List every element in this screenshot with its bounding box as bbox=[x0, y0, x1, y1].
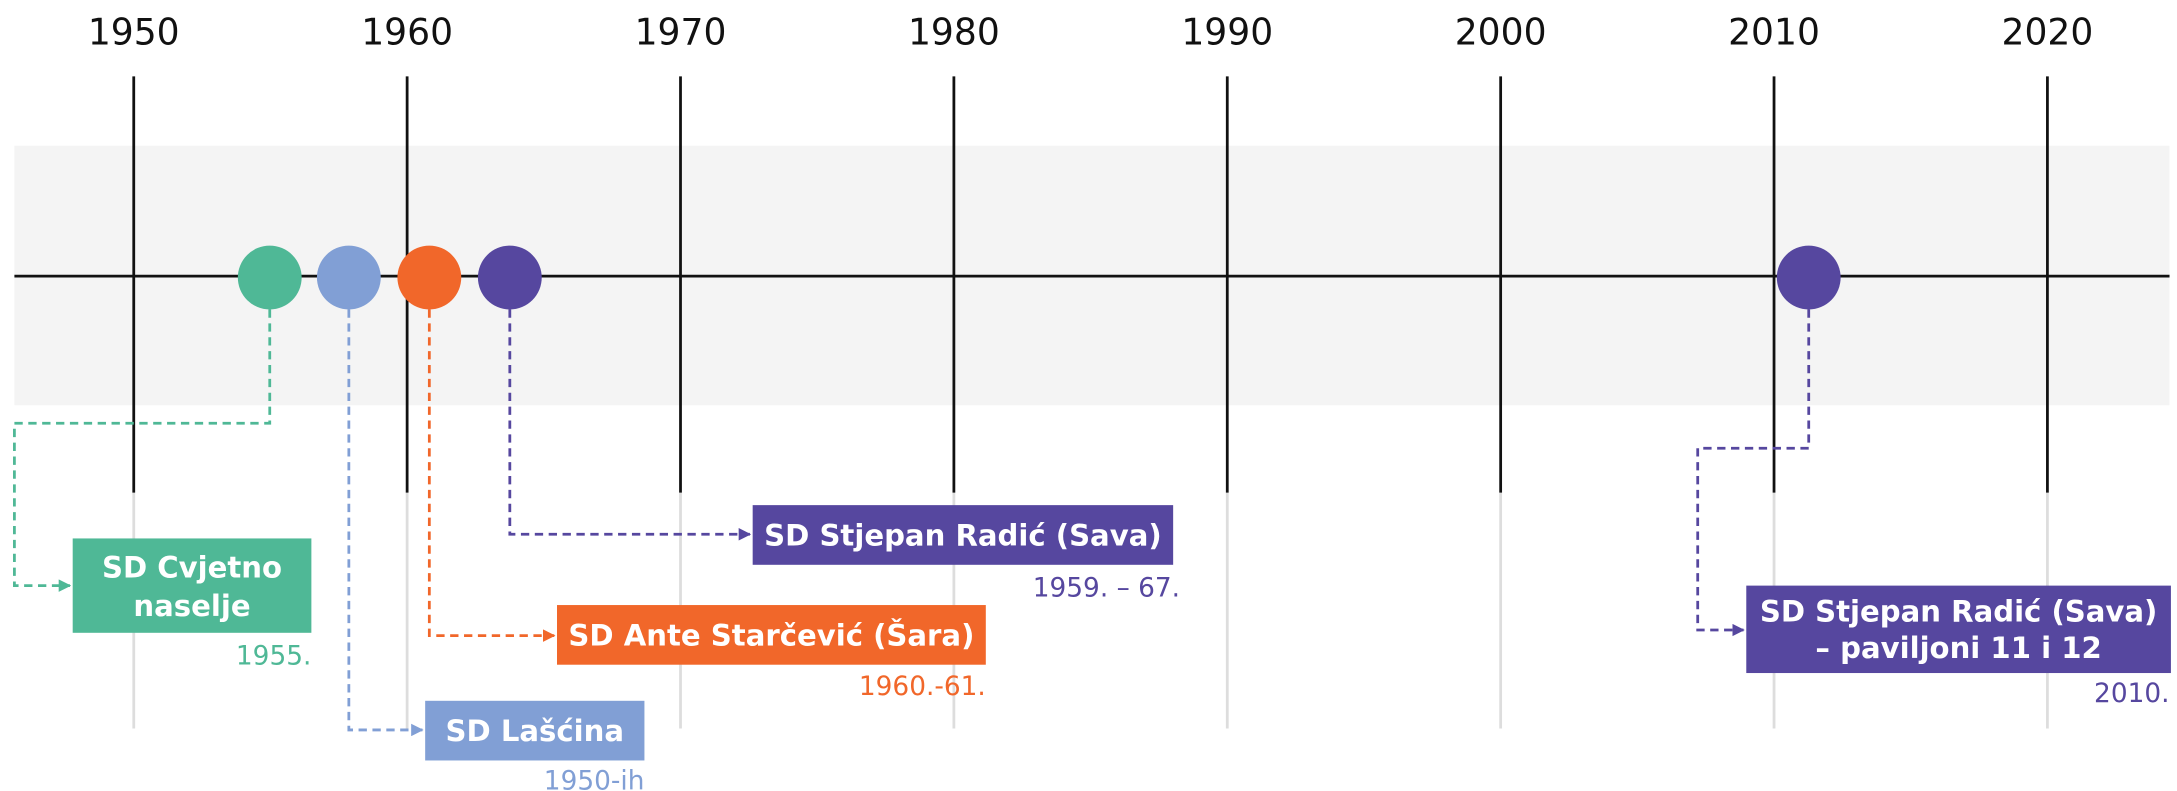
event-date: 1959. – 67. bbox=[1033, 574, 1180, 604]
event-date: 1955. bbox=[236, 642, 311, 672]
event-title: SD Stjepan Radić (Sava) bbox=[764, 518, 1162, 552]
tick-label: 2000 bbox=[1455, 11, 1547, 53]
tick-label: 1970 bbox=[635, 11, 727, 53]
event-dot bbox=[237, 245, 302, 310]
event-title: SD Stjepan Radić (Sava) bbox=[1760, 595, 2158, 629]
event-title: SD Lašćina bbox=[446, 714, 624, 748]
connector bbox=[427, 309, 556, 642]
event-date: 1960.-61. bbox=[859, 672, 986, 702]
connector bbox=[508, 309, 752, 541]
event-date: 2010. bbox=[2094, 679, 2169, 709]
tick-label: 1950 bbox=[88, 11, 180, 53]
event-title: SD Cvjetno bbox=[102, 550, 282, 584]
event-dot bbox=[316, 245, 381, 310]
event-title: – paviljoni 11 i 12 bbox=[1815, 631, 2101, 665]
tick-label: 2020 bbox=[2002, 11, 2094, 53]
event-box bbox=[1746, 585, 2171, 674]
event-dot bbox=[1776, 245, 1841, 310]
event-date: 1950-ih bbox=[544, 767, 645, 791]
event-dot bbox=[397, 245, 462, 310]
connector bbox=[13, 309, 272, 592]
tick-label: 1980 bbox=[908, 11, 1000, 53]
tick-label: 1990 bbox=[1181, 11, 1273, 53]
event-dot bbox=[477, 245, 542, 310]
event-title: SD Ante Starčević (Šara) bbox=[568, 618, 974, 652]
tick-label: 1960 bbox=[361, 11, 453, 53]
event-box bbox=[557, 605, 986, 665]
event-box bbox=[752, 505, 1174, 565]
tick-label: 2010 bbox=[1728, 11, 1820, 53]
connector bbox=[1696, 309, 1811, 637]
connector bbox=[347, 309, 424, 737]
event-box bbox=[425, 700, 645, 761]
event-title: naselje bbox=[133, 589, 250, 623]
event-box bbox=[72, 538, 312, 633]
